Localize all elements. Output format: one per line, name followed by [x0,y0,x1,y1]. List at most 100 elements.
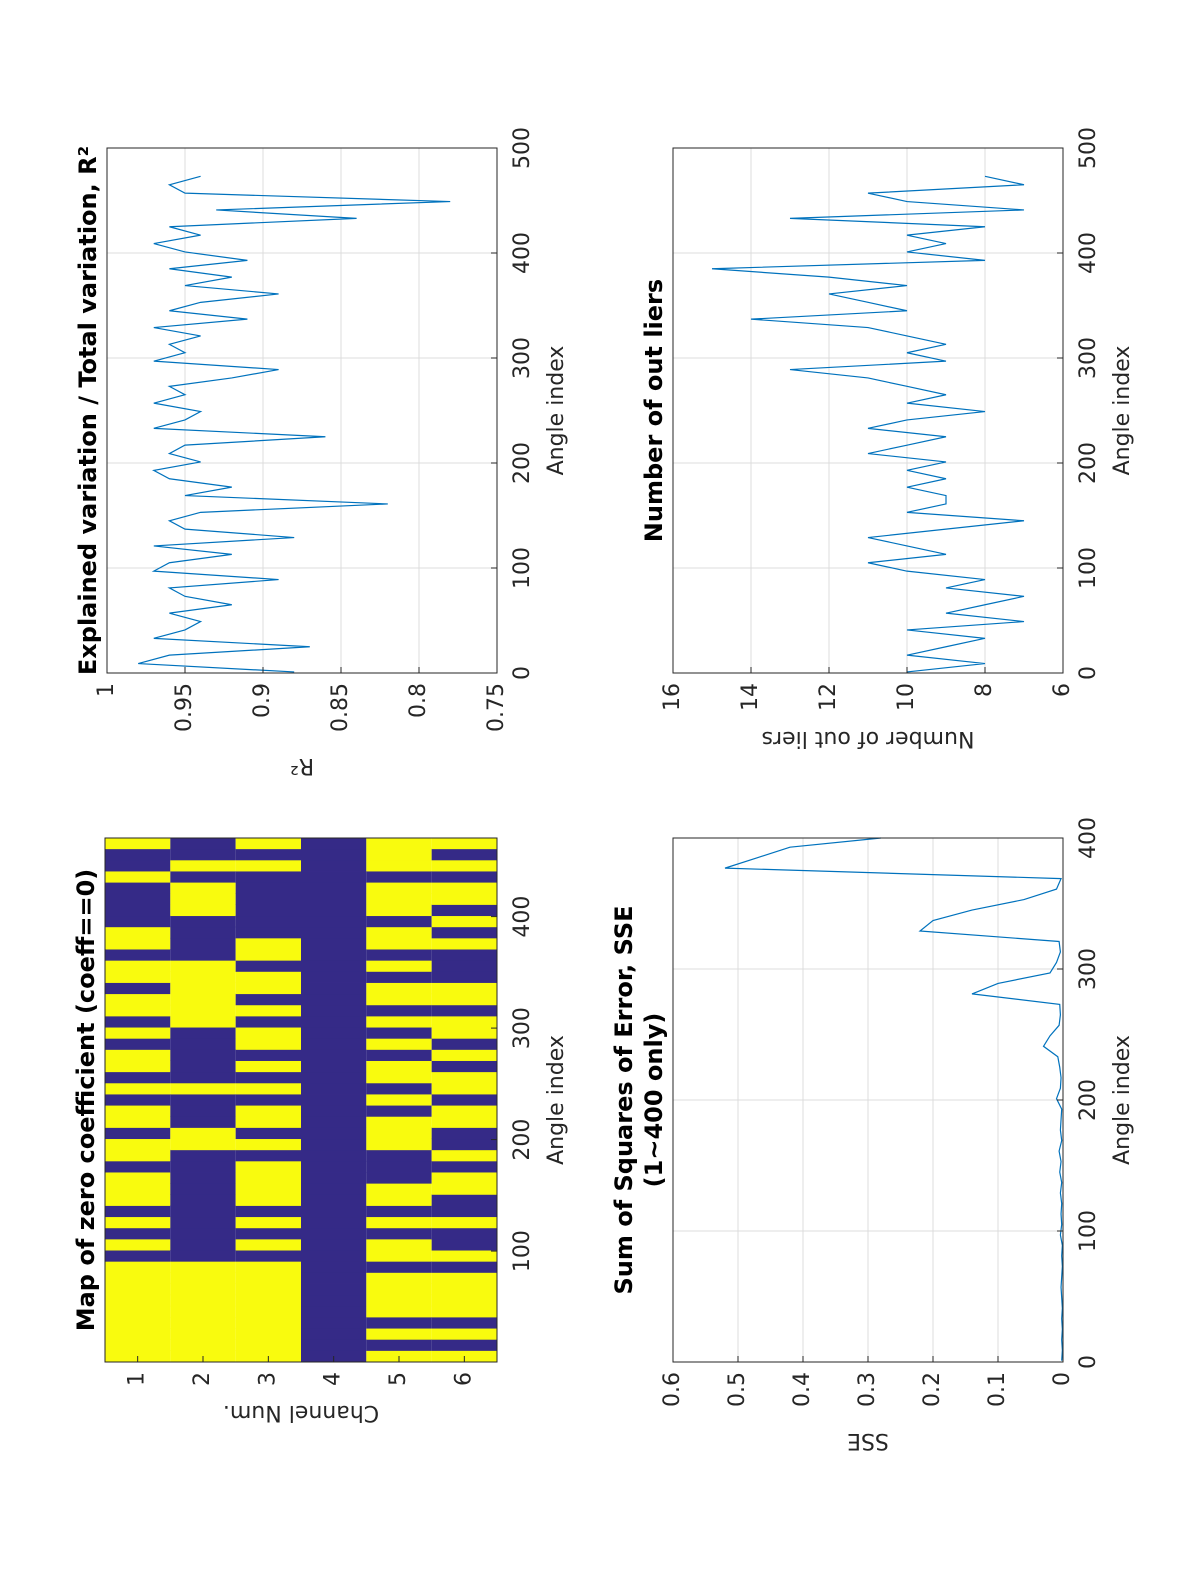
heatmap-cell [105,1294,171,1307]
heatmap-cell [301,848,367,861]
heatmap-cell [105,1272,171,1284]
x-tick-label: 400 [1076,817,1101,859]
heatmap-cell [105,937,171,950]
chart-title: (1~400 only) [640,1013,668,1188]
heatmap-cell [235,1294,302,1307]
heatmap-cell [235,1305,302,1318]
heatmap-cell [105,1305,171,1318]
axes-box [672,147,1064,674]
heatmap-cell [431,971,497,983]
heatmap-cell [235,882,302,894]
heatmap-cell [301,960,367,972]
heatmap-cell [105,993,171,1006]
heatmap-cell [170,1038,236,1050]
heatmap-cell [170,1317,236,1329]
heatmap-cell [301,1060,367,1073]
heatmap-cell [301,1038,367,1050]
heatmap-cell [301,1172,367,1184]
heatmap-cell [431,1272,497,1284]
heatmap-cell [170,1339,236,1351]
heatmap-cell [431,982,497,995]
heatmap-cell [366,1205,432,1218]
heatmap-cell [301,1015,367,1028]
heatmap-cell [170,1216,236,1229]
heatmap-cell [431,1205,497,1218]
heatmap-cell [170,1027,236,1039]
heatmap-cell [235,1071,302,1084]
y-tick-label: 1 [125,1372,150,1386]
heatmap-cell [431,1027,497,1039]
heatmap-cell [170,882,236,894]
data-line [138,175,451,673]
heatmap-cell [105,915,171,928]
y-axis-label: Number of out liers [762,726,975,751]
heatmap-cell [105,1105,171,1117]
heatmap-cell [170,982,236,995]
heatmap-cell [301,1227,367,1240]
y-tick-label: 2 [190,1372,215,1386]
heatmap-cell [170,971,236,983]
chart-title: Explained variation / Total variation, R… [74,146,102,675]
heatmap-cell [170,1071,236,1084]
heatmap-cell [235,1261,302,1273]
heatmap-cell [301,926,367,939]
heatmap-cell [170,937,236,950]
heatmap-cell [301,882,367,894]
heatmap-cell [235,960,302,972]
y-tick-label: 1 [94,683,119,697]
data-line [724,837,1063,1361]
heatmap-cell [431,871,497,883]
heatmap-cell [105,1015,171,1028]
heatmap-cell [170,859,236,872]
heatmap-cell [431,1172,497,1184]
heatmap-cell [170,1250,236,1262]
heatmap-cell [235,1250,302,1262]
y-tick-label: 0.75 [484,683,509,732]
heatmap-cell [431,1305,497,1318]
heatmap-cell [105,1194,171,1206]
heatmap-cell [170,1261,236,1273]
heatmap-cell [366,971,432,983]
y-axis-label: R² [290,753,314,778]
x-tick-label: 300 [510,337,535,379]
heatmap-cell [170,1238,236,1251]
x-tick-label: 100 [510,1230,535,1272]
heatmap-cell [301,1328,367,1340]
heatmap-cell [105,1283,171,1296]
y-tick-label: 0.4 [790,1372,815,1407]
heatmap-cell [301,937,367,950]
y-tick-label: 0.2 [920,1372,945,1407]
y-tick-label: 6 [451,1372,476,1386]
heatmap-cell [301,982,367,995]
heatmap-cell [105,982,171,995]
heatmap-cell [301,1261,367,1273]
heatmap-cell [431,1094,497,1106]
heatmap-cell [105,1172,171,1184]
x-axis-label: Angle index [544,346,569,476]
heatmap-cell [105,1227,171,1240]
heatmap-cell [105,1205,171,1218]
heatmap-cell [170,1015,236,1028]
heatmap-cell [105,1071,171,1084]
heatmap-cell [366,1160,432,1173]
heatmap-cell [366,1238,432,1251]
heatmap-cell [431,1149,497,1162]
heatmap-cell [105,1160,171,1173]
heatmap-cell [366,1060,432,1073]
heatmap-cell [431,1038,497,1050]
heatmap-cell [431,926,497,939]
heatmap-cell [170,1283,236,1296]
heatmap-cell [431,837,497,850]
heatmap-cell [170,1183,236,1195]
heatmap-cell [366,1328,432,1340]
heatmap-cell [301,971,367,983]
x-tick-label: 400 [510,896,535,938]
heatmap-cell [235,1105,302,1117]
heatmap-cell [431,1116,497,1128]
x-tick-label: 100 [1076,1210,1101,1252]
heatmap-cell [366,926,432,939]
heatmap-cell [170,1328,236,1340]
heatmap-cell [431,1339,497,1351]
heatmap-cell [170,993,236,1006]
heatmap-cell [301,1272,367,1284]
